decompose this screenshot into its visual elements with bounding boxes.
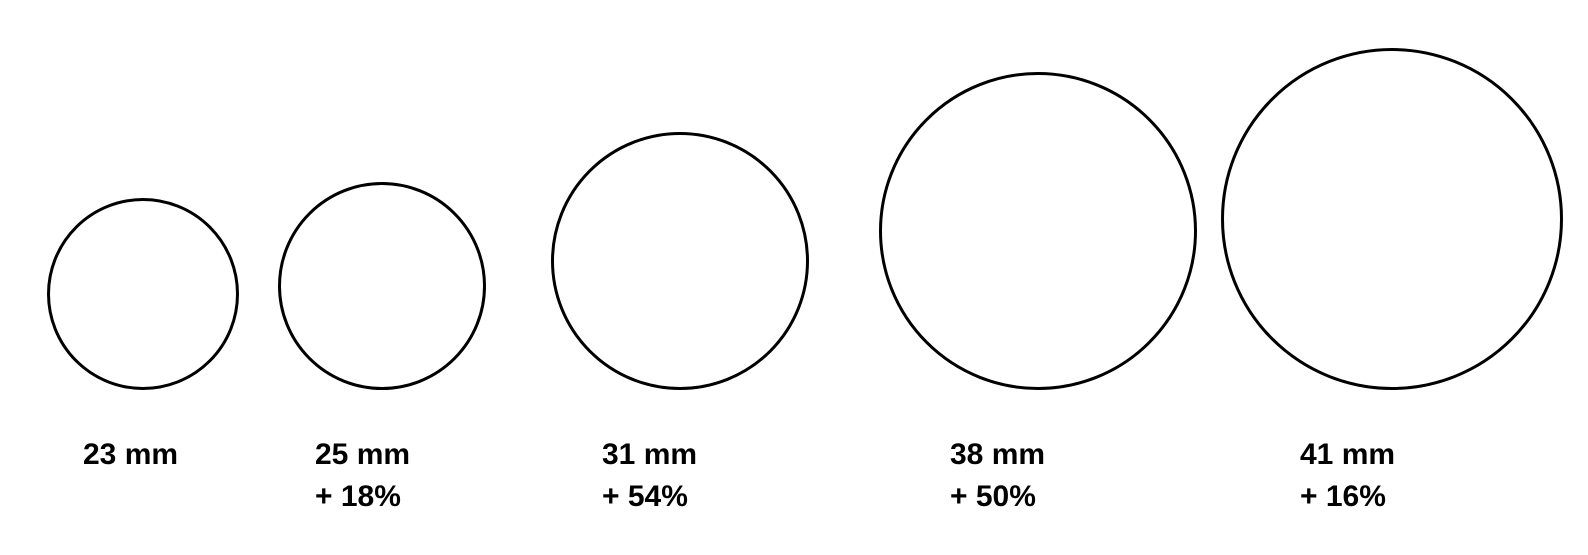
circle-item-4 <box>1221 48 1563 390</box>
circle-2 <box>551 132 809 390</box>
size-label-4: 41 mm <box>1300 434 1395 476</box>
circle-1 <box>278 182 486 390</box>
circle-4 <box>1221 48 1563 390</box>
circle-item-3 <box>879 72 1197 390</box>
size-label-0: 23 mm <box>83 434 178 476</box>
labels-2: 31 mm + 54% <box>602 434 697 518</box>
circle-item-0 <box>47 198 239 390</box>
circle-item-2 <box>551 132 809 390</box>
size-label-3: 38 mm <box>950 434 1045 476</box>
labels-4: 41 mm + 16% <box>1300 434 1395 518</box>
size-label-1: 25 mm <box>315 434 410 476</box>
percent-label-1: + 18% <box>315 476 410 518</box>
circle-item-1 <box>278 182 486 390</box>
labels-0: 23 mm <box>83 434 178 476</box>
size-comparison-diagram: 23 mm 25 mm + 18% 31 mm + 54% 38 mm + 50… <box>0 0 1588 555</box>
percent-label-2: + 54% <box>602 476 697 518</box>
size-label-2: 31 mm <box>602 434 697 476</box>
labels-1: 25 mm + 18% <box>315 434 410 518</box>
circle-3 <box>879 72 1197 390</box>
labels-3: 38 mm + 50% <box>950 434 1045 518</box>
percent-label-3: + 50% <box>950 476 1045 518</box>
circle-0 <box>47 198 239 390</box>
percent-label-4: + 16% <box>1300 476 1395 518</box>
